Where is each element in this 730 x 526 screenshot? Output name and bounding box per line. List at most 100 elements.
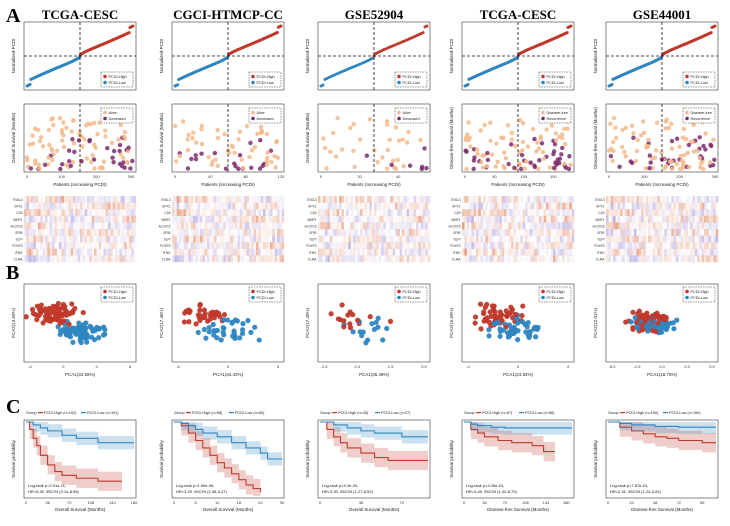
alive-point	[116, 137, 121, 142]
heatmap-cell	[527, 196, 530, 203]
heatmap-cell	[270, 215, 273, 223]
heatmap-cell	[560, 235, 563, 243]
heatmap-cell	[557, 202, 561, 210]
heatmap-cell	[655, 222, 658, 230]
heatmap-cell	[124, 209, 127, 216]
legend-box	[538, 286, 572, 303]
heatmap-cell	[190, 222, 194, 230]
heatmap-cell	[423, 222, 426, 230]
heatmap-cell	[274, 255, 278, 263]
heatmap-cell	[91, 242, 95, 249]
heatmap-cell	[657, 222, 660, 230]
heatmap-cell	[117, 222, 120, 230]
heatmap-cell	[94, 222, 97, 230]
heatmap-cell	[357, 248, 361, 256]
heatmap-cell	[42, 229, 46, 236]
heatmap-gene-label: CA9	[310, 211, 316, 215]
heatmap-cell	[42, 235, 46, 243]
heatmap-cell	[108, 255, 111, 263]
heatmap-cell	[560, 202, 563, 210]
heatmap-cell	[63, 248, 67, 256]
alive-point	[380, 155, 385, 160]
heatmap-cell	[659, 222, 663, 230]
pcdi-high-point	[492, 314, 498, 320]
alive-point	[505, 123, 511, 128]
heatmap-cell	[680, 235, 684, 243]
heatmap-cell	[464, 215, 467, 223]
heatmap-cell	[648, 196, 651, 203]
heatmap-cell	[263, 215, 266, 223]
deceased-point	[508, 142, 514, 147]
heatmap-cell	[355, 255, 358, 262]
heatmap-cell	[239, 196, 243, 203]
alive-point	[95, 131, 100, 137]
heatmap-cell	[478, 229, 481, 236]
heatmap-cell	[411, 229, 414, 236]
heatmap-cell	[383, 202, 386, 210]
km-legend-high: PCDI-High (n=152)	[44, 411, 77, 415]
alive-point	[494, 141, 499, 146]
heatmap-cell	[378, 215, 382, 223]
heatmap-cell	[56, 196, 60, 203]
x-tick-label: 0	[227, 364, 230, 369]
heatmap-cell	[555, 229, 558, 236]
heatmap-cell	[235, 229, 238, 236]
pcdi-low-point	[96, 335, 102, 341]
heatmap-cell	[322, 222, 326, 230]
pcdi-high-point	[634, 319, 640, 326]
heatmap-cell	[546, 242, 549, 249]
heatmap-cell	[181, 229, 184, 236]
pcdi-low-point	[206, 324, 212, 331]
alive-point	[540, 149, 546, 155]
heatmap-cell	[351, 242, 354, 249]
heatmap-cell	[388, 222, 391, 230]
heatmap-cell	[508, 196, 512, 203]
pcdi-low-point	[221, 317, 227, 323]
heatmap-cell	[253, 242, 257, 249]
heatmap-cell	[272, 222, 275, 230]
heatmap-cell	[402, 196, 405, 203]
heatmap-cell	[571, 242, 575, 249]
x-tick-label: 100	[521, 174, 528, 179]
heatmap-cell	[274, 215, 278, 223]
heatmap-cell	[223, 255, 226, 263]
x-tick-label: 36	[45, 500, 50, 505]
heatmap-cell	[270, 242, 273, 249]
heatmap-cell	[608, 235, 611, 243]
heatmap-cell	[258, 202, 261, 210]
heatmap-cell	[84, 235, 88, 243]
heatmap-cell	[232, 222, 236, 230]
alive-point	[71, 141, 77, 146]
heatmap-cell	[279, 209, 282, 216]
heatmap-cell	[68, 216, 71, 223]
heatmap-cell	[572, 203, 575, 210]
alive-point	[517, 162, 522, 167]
heatmap-cell	[518, 202, 521, 210]
x-tick-label: 0	[463, 500, 466, 505]
alive-point	[512, 143, 518, 149]
pcdi-high-point	[519, 313, 525, 319]
heatmap-cell	[664, 242, 667, 249]
heatmap-cell	[186, 209, 189, 216]
heatmap-cell	[75, 209, 78, 216]
heatmap-cell	[176, 202, 180, 210]
heatmap-cell	[678, 242, 681, 249]
heatmap-cell	[225, 196, 229, 203]
heatmap-cell	[418, 242, 421, 249]
heatmap-cell	[89, 235, 92, 243]
heatmap-cell	[476, 196, 479, 203]
heatmap-cell	[462, 255, 465, 263]
heatmap-cell	[499, 242, 502, 249]
heatmap-cell	[103, 202, 106, 210]
alive-point	[77, 132, 82, 137]
alive-point	[631, 131, 636, 136]
heatmap-cell	[532, 236, 535, 243]
heatmap-gene-label: CA9	[16, 211, 22, 215]
heatmap-cell	[56, 202, 60, 210]
alive-point	[118, 122, 123, 128]
alive-point	[222, 131, 227, 137]
heatmap-cell	[325, 196, 328, 203]
heatmap-cell	[263, 222, 266, 230]
heatmap-cell	[392, 209, 396, 216]
heatmap-cell	[89, 196, 92, 203]
